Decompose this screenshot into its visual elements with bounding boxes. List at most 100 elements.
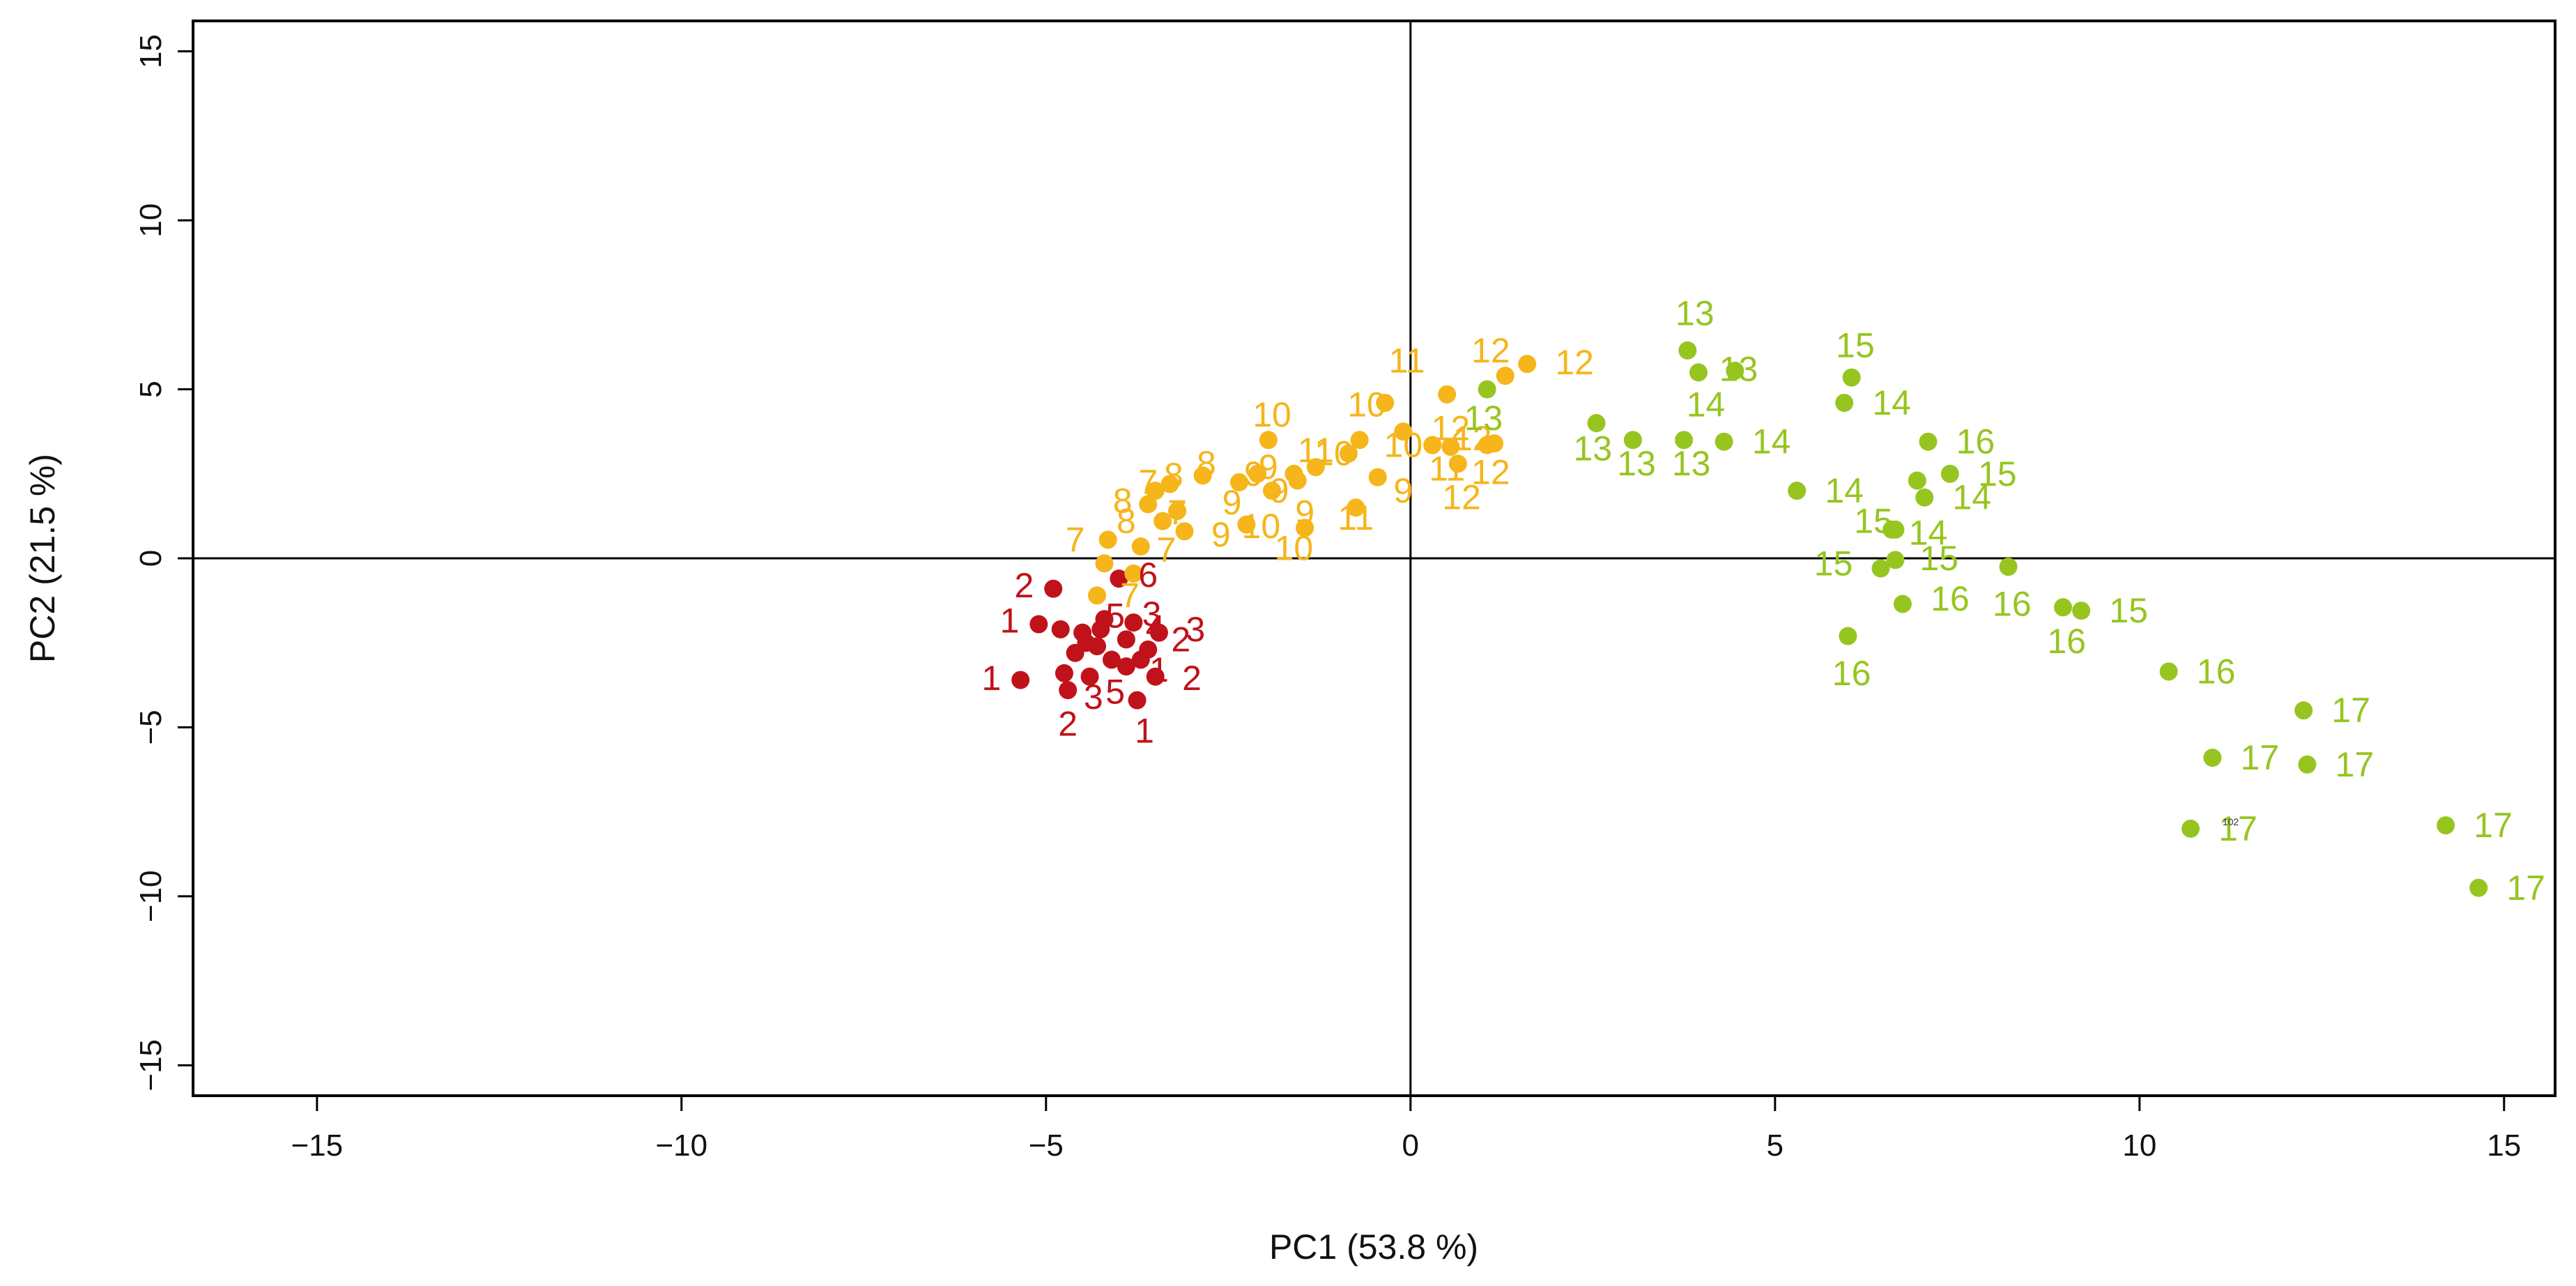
scatter-point-orange [1153, 512, 1172, 530]
point-label-orange: 11 [1337, 498, 1374, 537]
scatter-point-orange [1448, 454, 1467, 473]
scatter-point-orange [1139, 495, 1158, 514]
point-label-green: 16 [1832, 654, 1871, 693]
scatter-point-orange [1193, 466, 1212, 485]
scatter-point-orange [1263, 482, 1282, 500]
point-label-red: 3 [1142, 595, 1162, 634]
scatter-point-red [1124, 613, 1143, 632]
point-label-orange: 11 [1298, 431, 1334, 470]
point-label-red: 1 [1135, 711, 1154, 750]
scatter-point-green [2053, 598, 2072, 617]
data-points [1011, 341, 2488, 897]
scatter-point-red [1131, 650, 1150, 669]
scatter-point-orange [1441, 437, 1460, 456]
point-label-orange: 9 [1211, 515, 1231, 554]
scatter-point-green [1675, 431, 1694, 450]
point-label-orange: 10 [1275, 528, 1314, 567]
scatter-point-orange [1131, 537, 1150, 556]
x-tick-label: 0 [1402, 1128, 1419, 1163]
scatter-point-orange [1146, 482, 1165, 500]
scatter-point-orange [1229, 473, 1248, 491]
point-label-orange: 10 [1384, 426, 1423, 465]
point-label-orange: 11 [1389, 341, 1425, 380]
scatter-point-orange [1496, 367, 1515, 385]
scatter-point-green [1886, 520, 1905, 539]
point-label-green: 16 [1956, 422, 1995, 461]
point-label-orange: 10 [1347, 385, 1386, 424]
scatter-point-orange [1160, 475, 1179, 493]
point-label-green: 17 [2336, 745, 2375, 784]
scatter-point-orange [1175, 522, 1194, 541]
point-label-orange: 9 [1222, 483, 1242, 522]
scatter-point-orange [1098, 530, 1117, 549]
point-label-red: 2 [1015, 566, 1034, 605]
point-label-red: 5 [1105, 673, 1125, 712]
point-label-orange: 12 [1471, 331, 1510, 370]
point-label-orange: 12 [1471, 452, 1510, 491]
point-label-orange: 9 [1244, 454, 1264, 493]
point-label-green: 17 [2331, 691, 2370, 730]
point-label-red: 2 [1171, 620, 1190, 659]
scatter-point-orange [1339, 444, 1358, 463]
point-label-orange: 11 [1429, 450, 1465, 489]
point-label-orange: 7 [1156, 530, 1176, 569]
scatter-point-orange [1248, 464, 1267, 483]
point-label-green: 13 [1617, 444, 1656, 483]
x-axis-title: PC1 (53.8 %) [1269, 1227, 1478, 1266]
point-label-green: 15 [1836, 326, 1875, 365]
scatter-point-green [1871, 559, 1890, 578]
scatter-point-red [1029, 615, 1048, 634]
x-tick-label: 15 [2487, 1128, 2521, 1163]
scatter-point-red [1077, 634, 1096, 652]
point-label-red: 1 [981, 659, 1001, 698]
y-axis: −15 −10 −5 0 5 10 15 [134, 34, 193, 1092]
scatter-point-orange [1438, 385, 1457, 404]
scatter-point-green [1999, 558, 2018, 576]
point-label-green: 17 [2474, 806, 2513, 845]
scatter-point-green [1835, 393, 1854, 412]
point-label-green: 15 [1978, 454, 2017, 493]
point-label-orange: 9 [1295, 493, 1314, 533]
scatter-point-red [1059, 681, 1078, 700]
y-tick-label: 10 [134, 204, 168, 238]
scatter-point-red [1011, 671, 1030, 689]
scatter-point-red [1117, 630, 1135, 649]
scatter-point-green [2469, 878, 2488, 897]
x-tick-label: 10 [2122, 1128, 2156, 1163]
scatter-point-orange [1350, 431, 1369, 450]
point-label-orange: 8 [1113, 482, 1133, 521]
scatter-point-red [1110, 569, 1128, 588]
scatter-point-red [1051, 620, 1070, 638]
point-label-orange: 7 [1138, 463, 1158, 502]
scatter-point-red [1146, 667, 1165, 686]
scatter-point-green [2182, 819, 2200, 838]
reference-lines [193, 21, 2555, 1096]
scatter-point-orange [1095, 554, 1114, 573]
scatter-point-green [1587, 414, 1606, 433]
scatter-point-red [1091, 620, 1110, 638]
point-label-orange: 8 [1117, 502, 1136, 541]
scatter-point-green [1623, 431, 1642, 450]
point-label-orange: 9 [1393, 471, 1413, 510]
point-label-orange: 10 [1252, 395, 1291, 434]
scatter-point-orange [1296, 519, 1314, 537]
x-tick-label: −5 [1029, 1128, 1064, 1163]
scatter-point-red [1128, 691, 1147, 710]
point-label-orange: 7 [1066, 520, 1085, 559]
scatter-point-green [2298, 755, 2317, 774]
scatter-point-orange [1288, 471, 1307, 490]
point-label-orange: 9 [1259, 447, 1278, 487]
scatter-point-red [1117, 657, 1135, 676]
annotation-text: 102 [2223, 816, 2239, 827]
x-tick-label: 5 [1767, 1128, 1784, 1163]
point-label-green: 14 [1952, 478, 1991, 517]
scatter-point-orange [1259, 431, 1278, 450]
scatter-point-orange [1518, 355, 1537, 374]
point-label-orange: 7 [1120, 576, 1140, 615]
scatter-point-green [1886, 551, 1905, 569]
point-label-orange: 12 [1555, 343, 1594, 382]
point-label-red: 3 [1084, 678, 1103, 717]
point-label-green: 15 [1854, 502, 1893, 541]
